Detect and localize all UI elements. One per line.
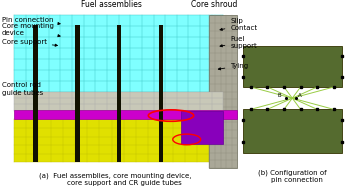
Bar [159, 25, 163, 162]
Text: Control rod: Control rod [2, 82, 40, 88]
Bar [181, 111, 223, 144]
Text: (a)  Fuel assemblies, core mounting device,
        core support and CR guide tu: (a) Fuel assemblies, core mounting devic… [39, 173, 191, 186]
Bar [209, 15, 237, 168]
Text: Fuel assemblies: Fuel assemblies [81, 0, 142, 9]
Bar [33, 25, 38, 162]
Text: Slip
Contact: Slip Contact [220, 18, 258, 31]
Text: Core shroud: Core shroud [192, 0, 238, 9]
Text: guide tubes: guide tubes [2, 90, 43, 96]
Text: Fuel
support: Fuel support [220, 36, 257, 49]
Text: Pin connection: Pin connection [2, 17, 60, 25]
Text: B: B [277, 93, 281, 98]
Bar [239, 23, 346, 159]
Bar [14, 92, 223, 111]
Bar [14, 110, 237, 119]
Text: Core support: Core support [2, 39, 57, 46]
Bar [243, 109, 342, 153]
Text: (b) Configuration of
    pin connection: (b) Configuration of pin connection [258, 169, 327, 183]
Bar [117, 25, 121, 162]
Bar [243, 46, 342, 87]
Bar [14, 15, 223, 92]
Text: Core mounting
device: Core mounting device [2, 23, 60, 37]
Text: Tying: Tying [218, 63, 248, 70]
Bar [75, 25, 80, 162]
Text: A: A [298, 93, 302, 98]
Bar [14, 119, 209, 162]
